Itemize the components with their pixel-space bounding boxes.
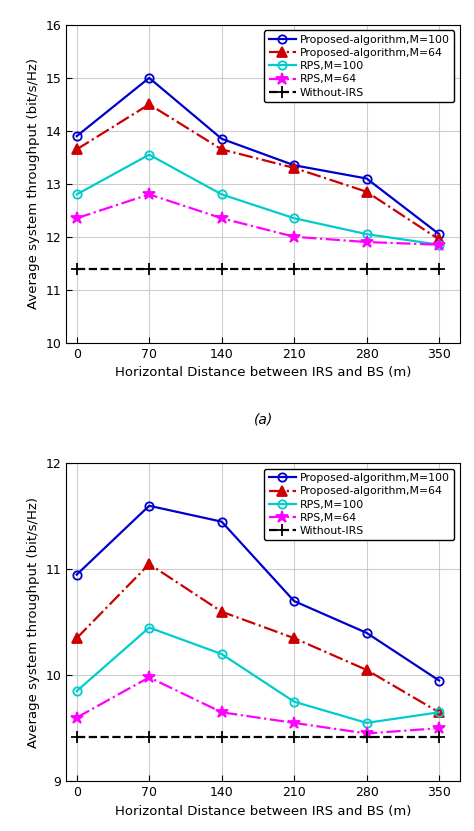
Line: RPS,M=100: RPS,M=100 — [73, 150, 443, 248]
Proposed-algorithm,M=100 — [292, 160, 297, 170]
RPS,M=64 — [292, 232, 297, 242]
Proposed-algorithm,M=100 — [364, 628, 369, 638]
Proposed-algorithm,M=100 — [74, 131, 80, 141]
Proposed-algorithm,M=64 — [146, 100, 152, 110]
X-axis label: Horizontal Distance between IRS and BS (m): Horizontal Distance between IRS and BS (… — [115, 366, 411, 379]
Proposed-algorithm,M=100 — [364, 174, 369, 184]
Without-IRS — [219, 263, 225, 273]
RPS,M=100 — [436, 239, 442, 249]
Proposed-algorithm,M=64 — [292, 163, 297, 173]
Line: Without-IRS: Without-IRS — [71, 263, 445, 274]
Proposed-algorithm,M=100 — [146, 501, 152, 511]
Line: Without-IRS: Without-IRS — [71, 731, 445, 742]
Proposed-algorithm,M=100 — [436, 229, 442, 239]
Line: Proposed-algorithm,M=64: Proposed-algorithm,M=64 — [72, 559, 444, 717]
RPS,M=100 — [74, 189, 80, 199]
Proposed-algorithm,M=64 — [364, 187, 369, 197]
RPS,M=100 — [219, 189, 225, 199]
RPS,M=100 — [146, 622, 152, 632]
Proposed-algorithm,M=100 — [436, 676, 442, 686]
RPS,M=64 — [146, 672, 152, 682]
RPS,M=64 — [219, 214, 225, 224]
Line: Proposed-algorithm,M=100: Proposed-algorithm,M=100 — [73, 74, 443, 238]
Without-IRS — [74, 263, 80, 273]
RPS,M=64 — [146, 189, 152, 199]
Proposed-algorithm,M=64 — [74, 145, 80, 155]
X-axis label: Horizontal Distance between IRS and BS (m): Horizontal Distance between IRS and BS (… — [115, 804, 411, 818]
Without-IRS — [292, 263, 297, 273]
Without-IRS — [364, 731, 369, 741]
Line: Proposed-algorithm,M=100: Proposed-algorithm,M=100 — [73, 502, 443, 685]
Proposed-algorithm,M=64 — [74, 633, 80, 643]
RPS,M=64 — [219, 707, 225, 717]
Without-IRS — [146, 263, 152, 273]
RPS,M=64 — [436, 723, 442, 733]
Legend: Proposed-algorithm,M=100, Proposed-algorithm,M=64, RPS,M=100, RPS,M=64, Without-: Proposed-algorithm,M=100, Proposed-algor… — [264, 31, 455, 102]
Proposed-algorithm,M=64 — [219, 607, 225, 617]
Line: RPS,M=64: RPS,M=64 — [71, 671, 446, 740]
Without-IRS — [436, 731, 442, 741]
RPS,M=100 — [364, 718, 369, 728]
RPS,M=64 — [364, 237, 369, 247]
Without-IRS — [292, 731, 297, 741]
Proposed-algorithm,M=100 — [292, 596, 297, 606]
RPS,M=64 — [364, 729, 369, 739]
RPS,M=100 — [364, 229, 369, 239]
Text: (a): (a) — [254, 412, 273, 426]
RPS,M=100 — [219, 649, 225, 659]
Proposed-algorithm,M=100 — [219, 134, 225, 144]
Proposed-algorithm,M=64 — [219, 145, 225, 155]
RPS,M=64 — [74, 214, 80, 224]
Proposed-algorithm,M=100 — [146, 73, 152, 83]
Proposed-algorithm,M=64 — [436, 707, 442, 717]
Without-IRS — [146, 731, 152, 741]
Y-axis label: Average system throughput (bit/s/Hz): Average system throughput (bit/s/Hz) — [27, 497, 40, 748]
Without-IRS — [436, 263, 442, 273]
RPS,M=100 — [292, 696, 297, 706]
RPS,M=64 — [74, 713, 80, 723]
RPS,M=100 — [292, 214, 297, 224]
Proposed-algorithm,M=100 — [74, 569, 80, 579]
Y-axis label: Average system throughput (bit/s/Hz): Average system throughput (bit/s/Hz) — [27, 58, 40, 309]
Proposed-algorithm,M=64 — [292, 633, 297, 643]
RPS,M=100 — [146, 150, 152, 160]
Proposed-algorithm,M=64 — [436, 234, 442, 244]
Proposed-algorithm,M=100 — [219, 517, 225, 527]
RPS,M=100 — [74, 686, 80, 696]
Proposed-algorithm,M=64 — [146, 559, 152, 569]
Line: RPS,M=64: RPS,M=64 — [71, 188, 446, 251]
Proposed-algorithm,M=64 — [364, 665, 369, 675]
RPS,M=64 — [292, 718, 297, 728]
Legend: Proposed-algorithm,M=100, Proposed-algorithm,M=64, RPS,M=100, RPS,M=64, Without-: Proposed-algorithm,M=100, Proposed-algor… — [264, 469, 455, 540]
Without-IRS — [364, 263, 369, 273]
Without-IRS — [74, 731, 80, 741]
Line: RPS,M=100: RPS,M=100 — [73, 623, 443, 727]
Without-IRS — [219, 731, 225, 741]
RPS,M=100 — [436, 707, 442, 717]
Line: Proposed-algorithm,M=64: Proposed-algorithm,M=64 — [72, 100, 444, 244]
RPS,M=64 — [436, 239, 442, 249]
